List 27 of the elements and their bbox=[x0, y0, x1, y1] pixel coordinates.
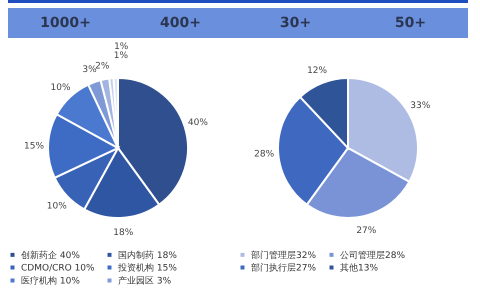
legend-label: 产业园区 3% bbox=[118, 276, 172, 286]
legend-label: 公司管理层28% bbox=[340, 250, 406, 261]
data-label: 15% bbox=[24, 141, 44, 152]
data-label: 3% bbox=[82, 64, 98, 75]
data-label: 28% bbox=[254, 149, 275, 160]
data-label: 10% bbox=[50, 82, 71, 93]
data-label: 12% bbox=[307, 66, 328, 76]
legend-label: 部门执行层27% bbox=[251, 262, 316, 274]
legend-label: CDMO/CRO 10% bbox=[21, 264, 96, 274]
legend-label: 投资机构 15% bbox=[117, 262, 178, 274]
text: 50+ bbox=[394, 15, 426, 31]
data-label: 18% bbox=[113, 228, 134, 238]
text: 1000+ bbox=[40, 15, 91, 31]
legend-label: 国内制药 18% bbox=[118, 250, 178, 261]
data-label: 1% bbox=[114, 51, 129, 62]
text: 30+ bbox=[280, 15, 312, 31]
data-label: 27% bbox=[356, 226, 377, 236]
data-label: 40% bbox=[188, 118, 208, 128]
legend-label: 其他13% bbox=[340, 262, 378, 274]
legend-label: 创新药企 40% bbox=[21, 250, 80, 261]
text: 400+ bbox=[160, 15, 201, 31]
data-label: 10% bbox=[46, 202, 68, 212]
data-label: 1% bbox=[114, 42, 129, 52]
legend-label: 部门管理层32% bbox=[251, 250, 316, 261]
data-label: 33% bbox=[410, 101, 431, 112]
data-label: 2% bbox=[95, 61, 110, 72]
legend-label: 医疗机构 10% bbox=[21, 276, 80, 286]
